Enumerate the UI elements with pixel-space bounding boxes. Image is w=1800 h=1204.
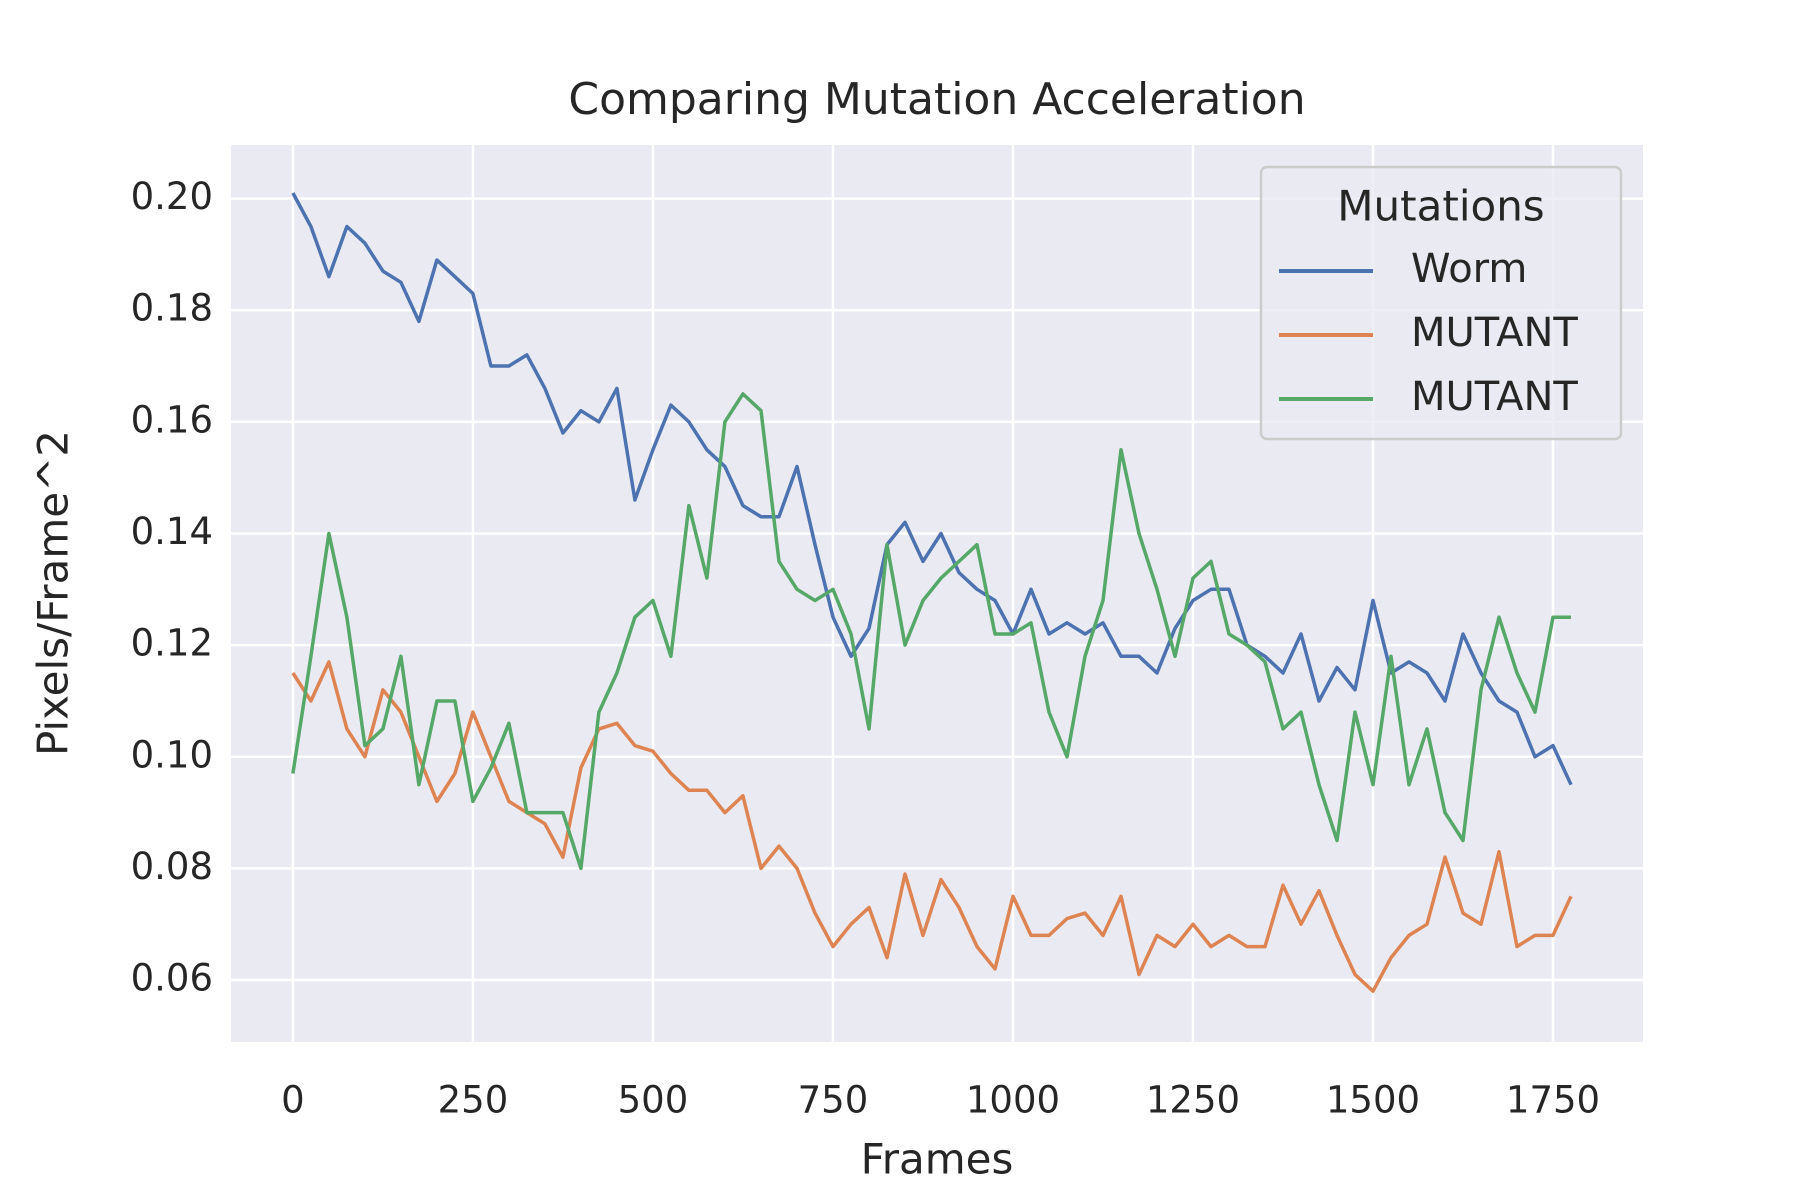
x-tick-label: 1750 (1506, 1079, 1600, 1122)
series-line (291, 660, 1573, 993)
y-tick-label: 0.12 (131, 622, 213, 665)
legend: Mutations Worm MUTANT MUTANT (1259, 165, 1623, 441)
y-tick-label: 0.18 (131, 287, 213, 330)
y-tick-label: 0.14 (131, 510, 213, 553)
series-line (291, 392, 1571, 871)
legend-title: Mutations (1337, 182, 1544, 231)
x-tick-label: 1500 (1326, 1079, 1420, 1122)
y-tick-label: 0.08 (131, 845, 213, 888)
x-tick-label: 750 (798, 1079, 869, 1122)
legend-label: MUTANT (1411, 310, 1578, 356)
y-tick-label: 0.10 (131, 733, 213, 776)
legend-box (1259, 165, 1623, 441)
x-tick-label: 500 (618, 1079, 689, 1122)
x-tick-label: 1000 (966, 1079, 1060, 1122)
x-axis-label: Frames (861, 1135, 1014, 1184)
y-axis-label: Pixels/Frame^2 (29, 430, 78, 756)
lines (291, 192, 1573, 993)
legend-label: MUTANT (1411, 374, 1578, 420)
x-tick-label: 1250 (1146, 1079, 1240, 1122)
y-tick-label: 0.06 (131, 957, 213, 1000)
series-line (291, 192, 1573, 786)
x-tick-label: 250 (438, 1079, 509, 1122)
legend-label: Worm (1411, 246, 1527, 292)
y-tick-label: 0.16 (131, 398, 213, 441)
chart-title: Comparing Mutation Acceleration (568, 74, 1305, 125)
y-tick-label: 0.20 (131, 175, 213, 218)
x-tick-label: 0 (281, 1079, 305, 1122)
